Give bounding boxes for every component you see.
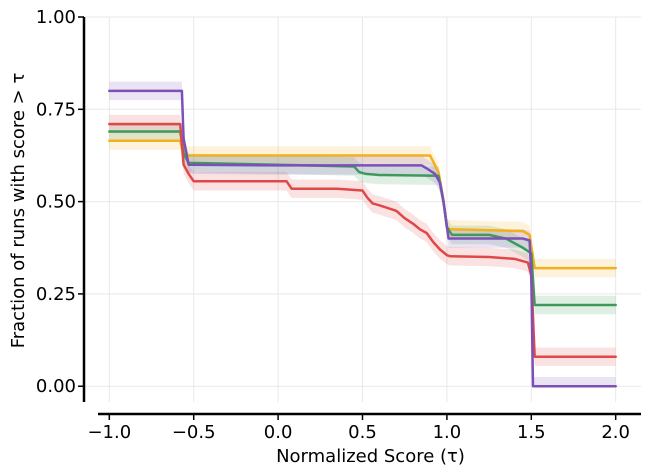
band-orange: [109, 131, 616, 278]
y-tick-label: 0.75: [36, 99, 76, 120]
x-tick-label: 2.0: [601, 422, 630, 443]
x-tick-label: 1.5: [517, 422, 546, 443]
x-axis-title: Normalized Score (τ): [276, 446, 465, 467]
series-line-red: [108, 122, 617, 358]
band-green: [109, 122, 616, 315]
x-tick-label: −1.0: [87, 422, 131, 443]
series-line-purple: [108, 89, 617, 388]
y-tick-label: 0.50: [36, 192, 76, 213]
confidence-bands: [109, 81, 616, 387]
x-tick-label: −0.5: [172, 422, 216, 443]
grid-lines: [84, 16, 641, 402]
band-red: [109, 114, 616, 366]
x-tick-label: 0.0: [264, 422, 293, 443]
x-tick-label: 1.0: [433, 422, 462, 443]
band-purple: [109, 81, 616, 387]
y-axis-title: Fraction of runs with score > τ: [8, 73, 29, 349]
axis-ticks: −1.0 −0.5 0.0 0.5 1.0 1.5 2.0 0.00 0.25 0.50 0.75 1…: [36, 7, 630, 443]
y-tick-label: 1.00: [36, 7, 76, 28]
series-lines: [108, 89, 617, 388]
y-tick-label: 0.25: [36, 284, 76, 305]
y-tick-label: 0.00: [36, 376, 76, 397]
x-tick-label: 0.5: [348, 422, 377, 443]
